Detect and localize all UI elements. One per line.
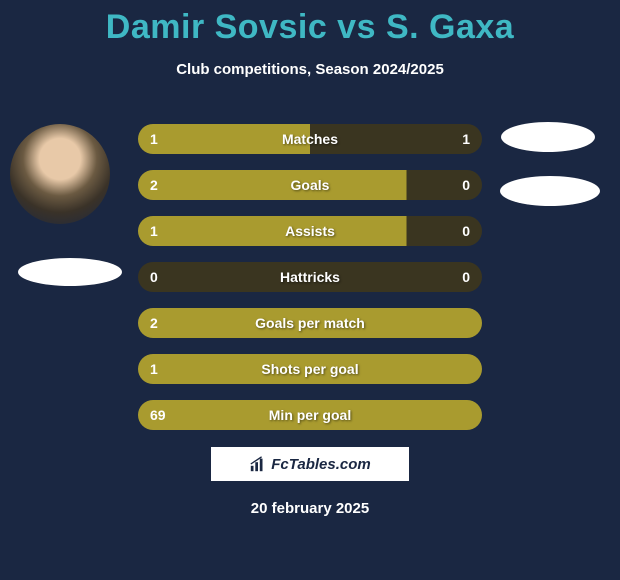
stat-label: Shots per goal [138,361,482,377]
stat-left-value: 1 [150,131,158,147]
stat-left-value: 1 [150,223,158,239]
player-left-shadow [18,258,122,286]
stat-label: Min per goal [138,407,482,423]
logo-text: FcTables.com [271,456,370,473]
date-text: 20 february 2025 [0,500,620,517]
stat-row-shots-per-goal: 1 Shots per goal [138,354,482,384]
stat-label: Hattricks [138,269,482,285]
fctables-logo[interactable]: FcTables.com [210,446,410,482]
chart-icon [249,455,267,473]
player-left-avatar [10,124,110,224]
stat-row-goals-per-match: 2 Goals per match [138,308,482,338]
stat-left-value: 69 [150,407,166,423]
stat-left-value: 1 [150,361,158,377]
stat-right-value: 0 [462,177,470,193]
stat-left-value: 2 [150,315,158,331]
stat-right-value: 1 [462,131,470,147]
stat-right-value: 0 [462,269,470,285]
stat-label: Assists [138,223,482,239]
player-right-placeholder-2 [500,176,600,206]
stat-label: Goals per match [138,315,482,331]
stat-left-value: 2 [150,177,158,193]
stats-container: 1 Matches 1 2 Goals 0 1 Assists 0 0 Hatt… [138,124,482,446]
subtitle: Club competitions, Season 2024/2025 [0,61,620,78]
stat-label: Matches [138,131,482,147]
stat-row-hattricks: 0 Hattricks 0 [138,262,482,292]
stat-label: Goals [138,177,482,193]
stat-row-goals: 2 Goals 0 [138,170,482,200]
player-right-placeholder-1 [501,122,595,152]
stat-right-value: 0 [462,223,470,239]
page-title: Damir Sovsic vs S. Gaxa [0,0,620,47]
stat-row-matches: 1 Matches 1 [138,124,482,154]
stat-left-value: 0 [150,269,158,285]
stat-row-min-per-goal: 69 Min per goal [138,400,482,430]
stat-row-assists: 1 Assists 0 [138,216,482,246]
